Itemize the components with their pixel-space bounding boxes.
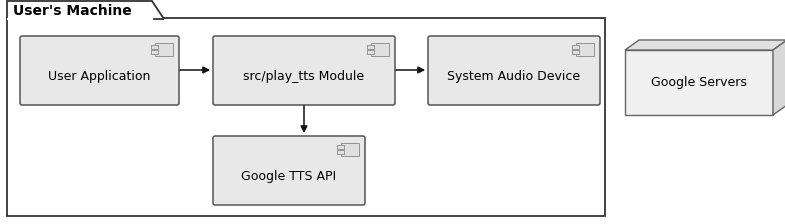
FancyBboxPatch shape bbox=[576, 43, 594, 56]
FancyBboxPatch shape bbox=[367, 45, 374, 49]
Text: User's Machine: User's Machine bbox=[13, 4, 132, 18]
FancyBboxPatch shape bbox=[151, 50, 158, 54]
Text: Google Servers: Google Servers bbox=[651, 76, 747, 89]
Polygon shape bbox=[625, 40, 785, 50]
FancyBboxPatch shape bbox=[625, 50, 773, 115]
Polygon shape bbox=[7, 1, 164, 19]
FancyBboxPatch shape bbox=[337, 150, 344, 154]
Text: User Application: User Application bbox=[49, 70, 151, 83]
FancyBboxPatch shape bbox=[341, 143, 359, 156]
Text: src/play_tts Module: src/play_tts Module bbox=[243, 70, 364, 83]
Text: Google TTS API: Google TTS API bbox=[242, 170, 337, 183]
FancyBboxPatch shape bbox=[572, 45, 579, 49]
FancyBboxPatch shape bbox=[371, 43, 389, 56]
FancyBboxPatch shape bbox=[213, 36, 395, 105]
FancyBboxPatch shape bbox=[367, 50, 374, 54]
FancyBboxPatch shape bbox=[151, 45, 158, 49]
FancyBboxPatch shape bbox=[213, 136, 365, 205]
FancyBboxPatch shape bbox=[337, 145, 344, 149]
Polygon shape bbox=[773, 40, 785, 115]
Text: System Audio Device: System Audio Device bbox=[447, 70, 581, 83]
FancyBboxPatch shape bbox=[20, 36, 179, 105]
FancyBboxPatch shape bbox=[7, 18, 605, 216]
FancyBboxPatch shape bbox=[428, 36, 600, 105]
FancyBboxPatch shape bbox=[572, 50, 579, 54]
FancyBboxPatch shape bbox=[155, 43, 173, 56]
